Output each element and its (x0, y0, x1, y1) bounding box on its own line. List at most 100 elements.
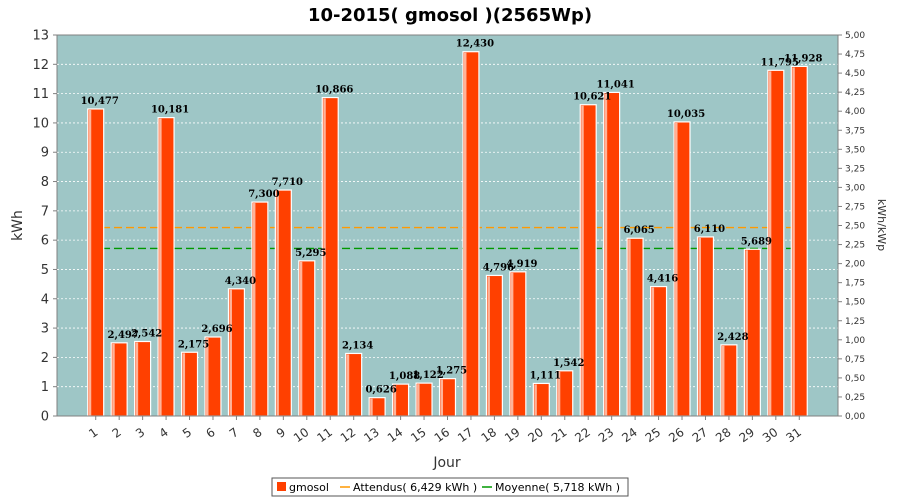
data-label: 2,134 (342, 340, 373, 351)
bar-19 (509, 271, 527, 417)
legend-item-attendus: Attendus( 6,429 kWh ) (353, 481, 477, 494)
bar-10 (298, 260, 316, 417)
data-label: 10,477 (81, 96, 119, 107)
x-tick-label: 21 (549, 425, 570, 445)
y2-tick-label: 3,00 (845, 183, 865, 193)
y-tick-label: 6 (41, 234, 49, 249)
legend-swatch-bar (277, 482, 286, 491)
bar-3 (134, 340, 152, 417)
bar-28 (720, 344, 738, 417)
x-tick-label: 1 (86, 425, 100, 441)
data-label: 4,796 (483, 262, 514, 273)
y2-tick-label: 4,00 (845, 107, 865, 117)
data-label: 12,430 (456, 39, 494, 50)
bar-highlight (135, 342, 139, 416)
x-tick-label: 11 (314, 425, 335, 445)
y2-tick-label: 5,00 (845, 31, 865, 41)
bar-15 (415, 382, 433, 417)
x-tick-label: 12 (338, 425, 359, 445)
bar-9 (274, 189, 292, 417)
legend: gmosol Attendus( 6,429 kWh ) Moyenne( 5,71… (271, 477, 629, 497)
bar-18 (485, 274, 503, 417)
bar-highlight (393, 385, 397, 416)
chart-title: 10-2015( gmosol )(2565Wp) (308, 5, 592, 26)
data-label: 11,795 (761, 57, 799, 68)
bar-highlight (88, 109, 92, 417)
data-label: 1,111 (530, 370, 561, 381)
y-tick-label: 7 (41, 204, 49, 219)
data-label: 4,416 (647, 274, 678, 285)
bar-highlight (487, 276, 490, 416)
bar-highlight (276, 191, 279, 416)
data-label: 4,340 (225, 276, 256, 287)
y2-tick-label: 0,00 (845, 412, 865, 422)
y2-tick-label: 0,50 (845, 374, 865, 384)
x-tick-label: 19 (502, 425, 523, 445)
y2-tick-label: 3,25 (845, 164, 865, 174)
x-tick-label: 18 (479, 425, 500, 445)
bar-16 (438, 378, 457, 417)
y2-tick-label: 1,25 (845, 317, 865, 327)
bar-highlight (768, 71, 772, 417)
x-axis: 1 2 3 4 5 6 7 8 9 10 11 12 13 14 15 16 17 18 19 20 21 22 23 24 2… (57, 415, 838, 445)
x-tick-label: 15 (408, 425, 429, 445)
data-label: 11,928 (784, 53, 822, 64)
data-label: 7,710 (272, 177, 303, 188)
y2-tick-label: 1,75 (845, 279, 865, 289)
bar-12 (345, 352, 363, 417)
bar-highlight (229, 289, 232, 416)
y2-tick-label: 3,50 (845, 145, 865, 155)
data-label: 2,542 (131, 328, 162, 339)
bar-23 (603, 91, 621, 417)
y2-tick-label: 2,50 (845, 222, 865, 232)
y-tick-label: 9 (41, 146, 49, 161)
x-tick-label: 7 (227, 425, 241, 441)
data-label: 6,110 (694, 224, 725, 235)
x-tick-label: 3 (133, 425, 147, 441)
y-tick-label: 3 (41, 322, 49, 337)
y2-tick-label: 4,75 (845, 50, 865, 60)
x-tick-label: 30 (760, 425, 781, 445)
y-axis-label: kWh (10, 210, 26, 241)
bar-7 (227, 288, 246, 417)
bar-25 (649, 285, 668, 417)
data-label: 10,181 (151, 105, 189, 116)
x-tick-label: 24 (619, 425, 640, 445)
bar-highlight (604, 93, 608, 417)
x-tick-label: 14 (385, 425, 406, 445)
bar-5 (180, 351, 199, 417)
legend-item-gmosol: gmosol (289, 481, 329, 494)
data-label: 1,088 (389, 371, 420, 382)
y-tick-label: 10 (32, 116, 49, 131)
x-tick-label: 6 (203, 425, 217, 441)
x-tick-label: 29 (737, 425, 758, 445)
y2-tick-label: 2,25 (845, 241, 865, 251)
data-label: 2,175 (178, 339, 209, 350)
bar-31 (790, 65, 808, 417)
x-axis-label: Jour (432, 455, 461, 471)
x-tick-label: 31 (783, 425, 804, 445)
y2-tick-label: 4,25 (845, 88, 865, 98)
y-tick-label: 13 (32, 29, 49, 44)
data-label: 1,275 (436, 366, 467, 377)
bar-highlight (252, 203, 256, 416)
y2-tick-label: 1,00 (845, 336, 865, 346)
data-label: 10,866 (315, 85, 353, 96)
bar-highlight (112, 343, 115, 416)
data-label: 2,497 (108, 330, 139, 341)
x-tick-label: 22 (572, 425, 593, 445)
bar-17 (462, 51, 480, 417)
bar-highlight (440, 379, 444, 416)
bar-highlight (581, 105, 584, 417)
y-tick-label: 12 (32, 58, 49, 73)
data-label: 10,035 (667, 109, 705, 120)
y2-tick-label: 2,75 (845, 202, 865, 212)
x-tick-label: 10 (291, 425, 312, 445)
bar-22 (579, 104, 597, 417)
bar-highlight (792, 67, 795, 416)
bar-highlight (299, 261, 303, 416)
bar-4 (157, 117, 175, 417)
